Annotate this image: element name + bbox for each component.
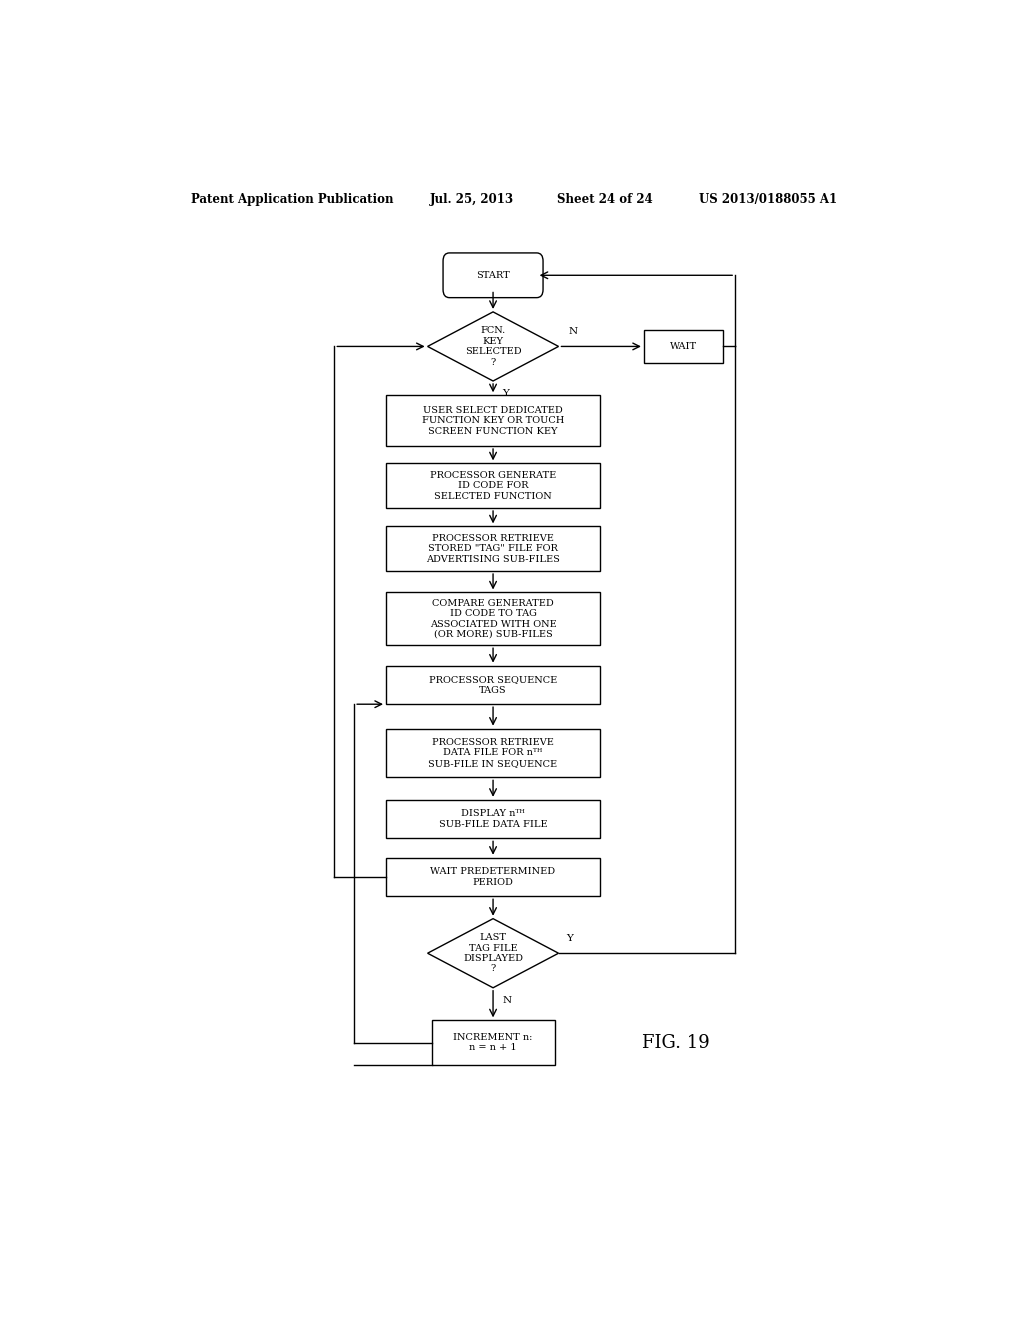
- Text: COMPARE GENERATED
ID CODE TO TAG
ASSOCIATED WITH ONE
(OR MORE) SUB-FILES: COMPARE GENERATED ID CODE TO TAG ASSOCIA…: [430, 599, 556, 639]
- Text: PROCESSOR SEQUENCE
TAGS: PROCESSOR SEQUENCE TAGS: [429, 676, 557, 694]
- FancyBboxPatch shape: [443, 253, 543, 297]
- Bar: [644, 330, 723, 363]
- Polygon shape: [428, 312, 558, 381]
- Text: LAST
TAG FILE
DISPLAYED
?: LAST TAG FILE DISPLAYED ?: [463, 933, 523, 973]
- Text: WAIT: WAIT: [670, 342, 697, 351]
- Text: Y: Y: [566, 935, 573, 942]
- Text: N: N: [568, 327, 578, 337]
- Text: PROCESSOR GENERATE
ID CODE FOR
SELECTED FUNCTION: PROCESSOR GENERATE ID CODE FOR SELECTED …: [430, 471, 556, 500]
- Text: INCREMENT n:
n = n + 1: INCREMENT n: n = n + 1: [454, 1034, 532, 1052]
- Bar: [386, 395, 600, 446]
- Text: Sheet 24 of 24: Sheet 24 of 24: [557, 193, 652, 206]
- Polygon shape: [428, 919, 558, 987]
- Bar: [386, 463, 600, 508]
- Text: DISPLAY nᵀᴴ
SUB-FILE DATA FILE: DISPLAY nᵀᴴ SUB-FILE DATA FILE: [438, 809, 548, 829]
- Text: Patent Application Publication: Patent Application Publication: [191, 193, 394, 206]
- Text: FIG. 19: FIG. 19: [642, 1034, 710, 1052]
- Bar: [386, 593, 600, 645]
- Text: WAIT PREDETERMINED
PERIOD: WAIT PREDETERMINED PERIOD: [430, 867, 556, 887]
- Text: PROCESSOR RETRIEVE
DATA FILE FOR nᵀᴴ
SUB-FILE IN SEQUENCE: PROCESSOR RETRIEVE DATA FILE FOR nᵀᴴ SUB…: [428, 738, 558, 768]
- Text: USER SELECT DEDICATED
FUNCTION KEY OR TOUCH
SCREEN FUNCTION KEY: USER SELECT DEDICATED FUNCTION KEY OR TO…: [422, 405, 564, 436]
- Text: N: N: [503, 995, 512, 1005]
- Bar: [386, 729, 600, 777]
- Bar: [386, 800, 600, 838]
- Text: PROCESSOR RETRIEVE
STORED "TAG" FILE FOR
ADVERTISING SUB-FILES: PROCESSOR RETRIEVE STORED "TAG" FILE FOR…: [426, 533, 560, 564]
- Bar: [386, 527, 600, 572]
- Text: FCN.
KEY
SELECTED
?: FCN. KEY SELECTED ?: [465, 326, 521, 367]
- Text: START: START: [476, 271, 510, 280]
- Bar: [386, 858, 600, 896]
- Text: US 2013/0188055 A1: US 2013/0188055 A1: [699, 193, 838, 206]
- Text: Jul. 25, 2013: Jul. 25, 2013: [430, 193, 514, 206]
- Bar: [431, 1020, 555, 1065]
- Text: Y: Y: [503, 389, 510, 399]
- Bar: [386, 665, 600, 704]
